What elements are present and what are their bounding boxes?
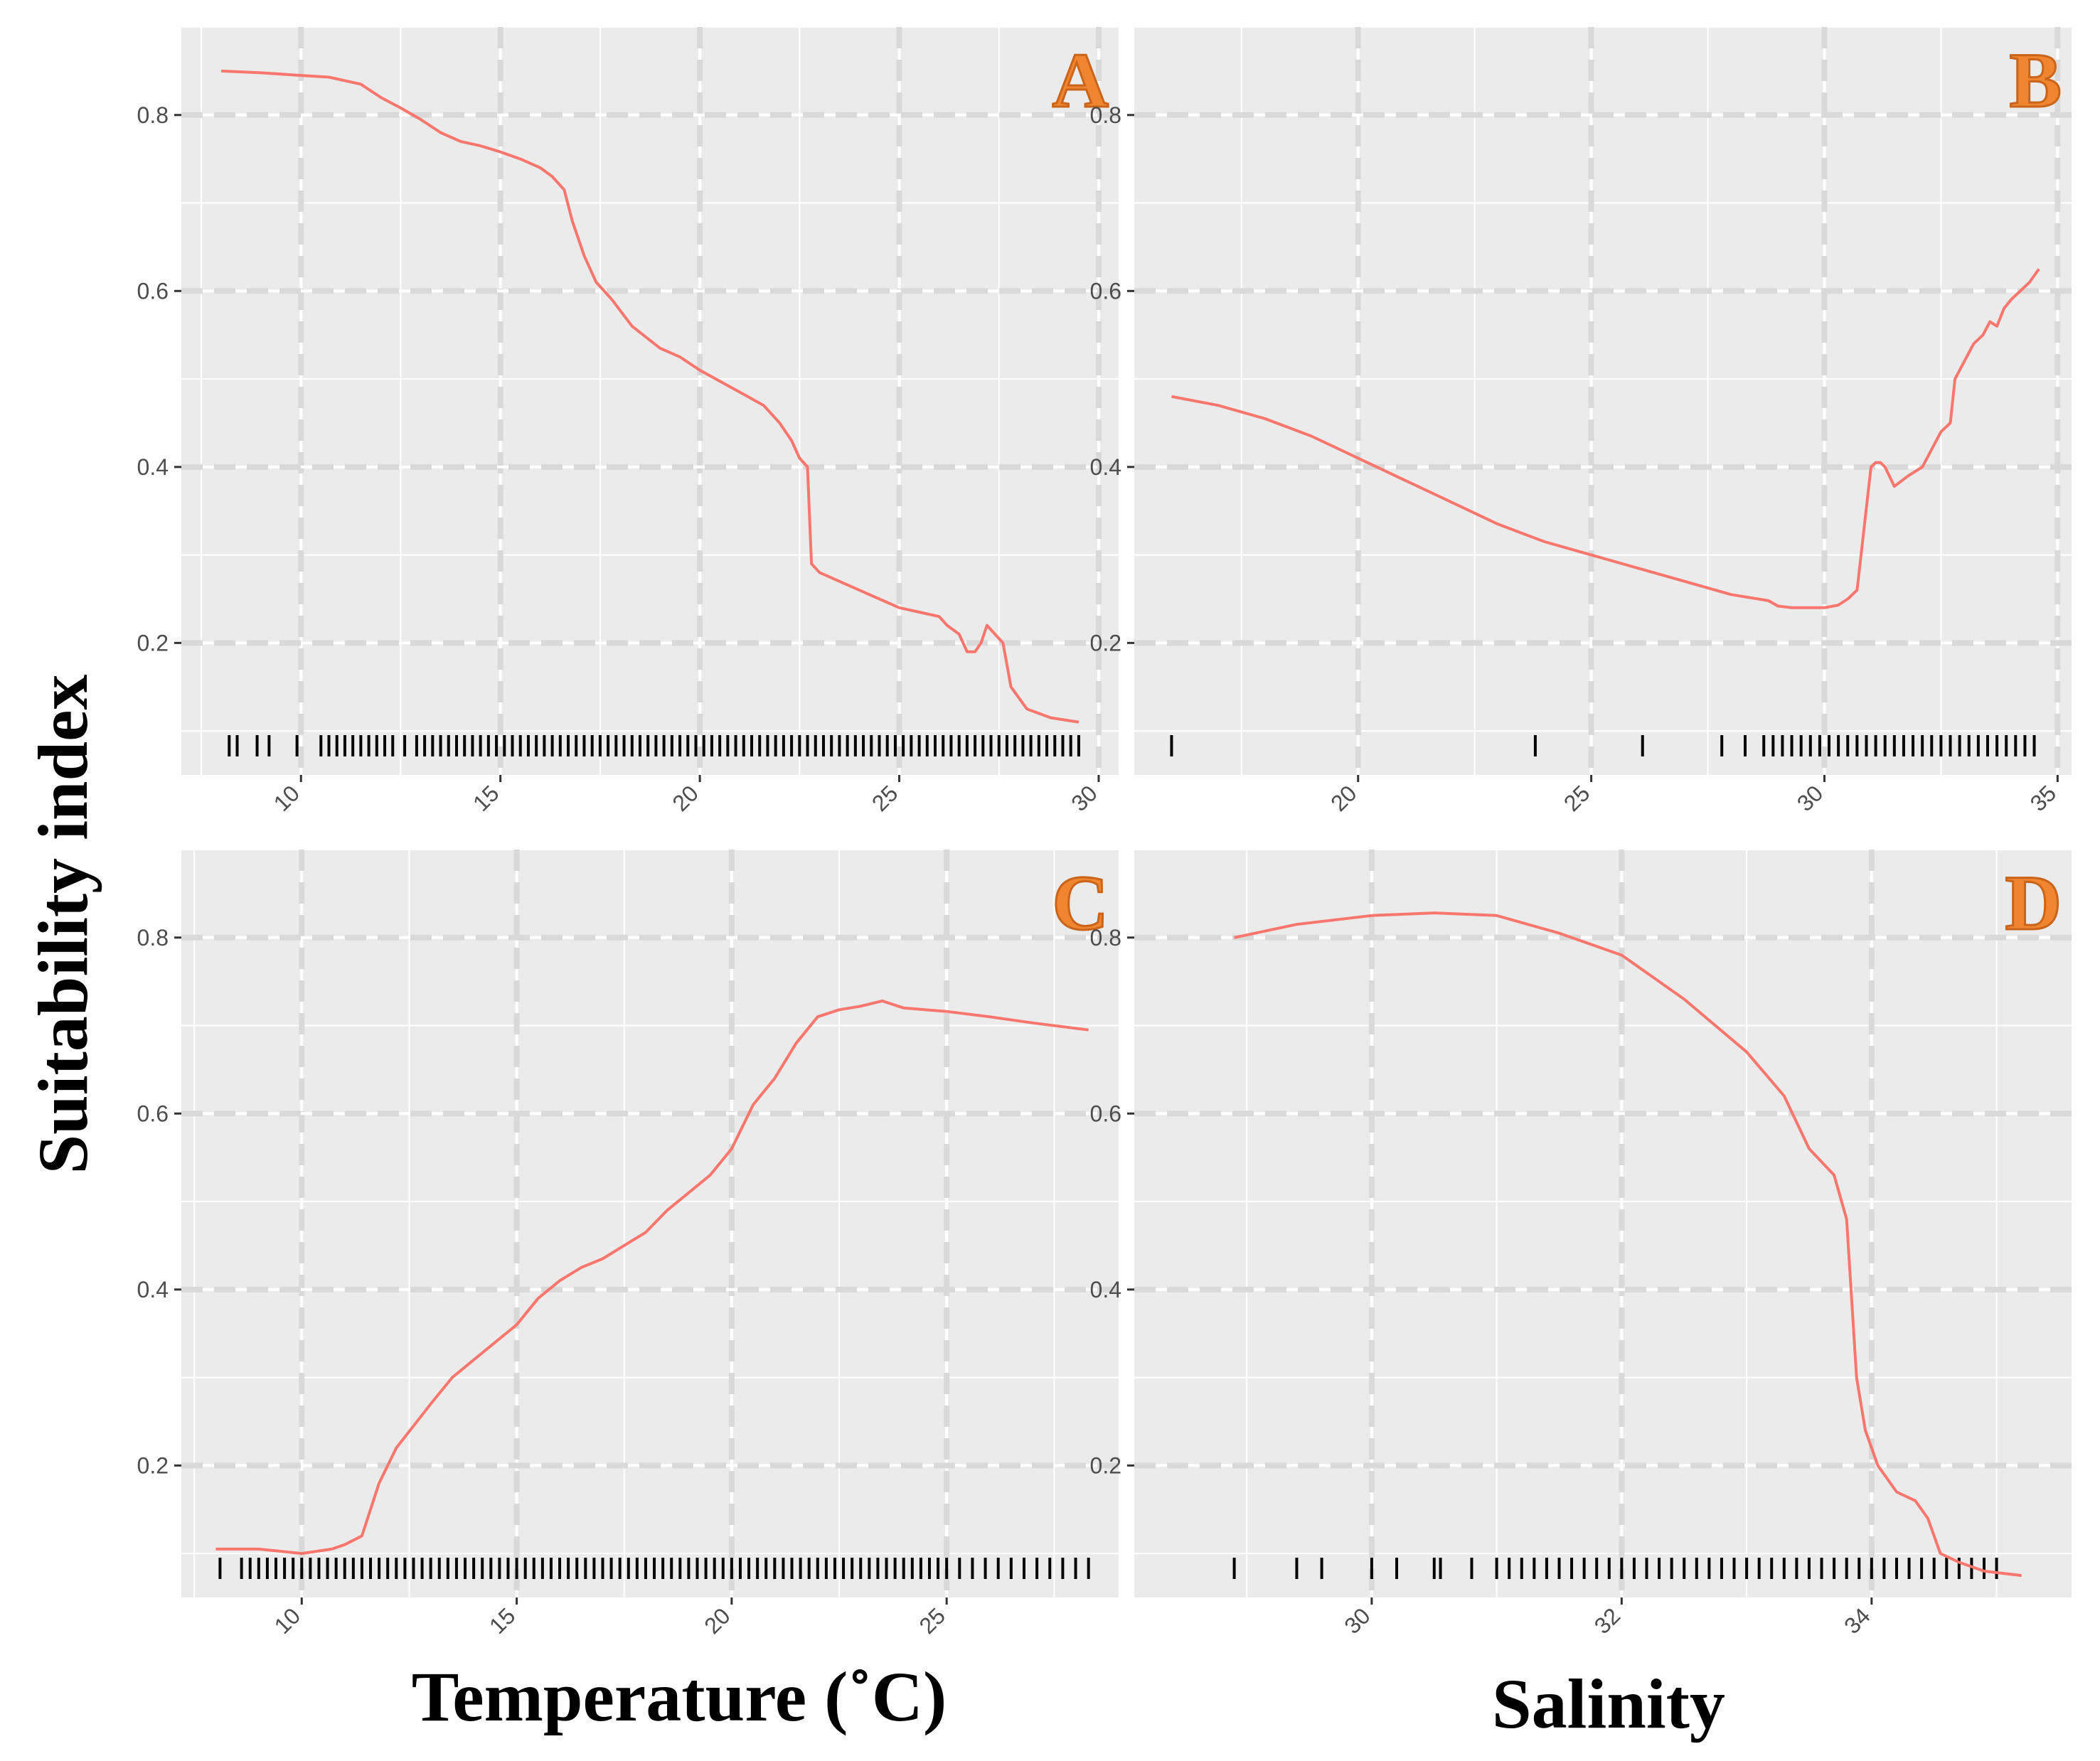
y-tick-label: 0.2: [1090, 1452, 1121, 1478]
x-tick-label: 25: [914, 1602, 950, 1639]
suitability-curve: [215, 999, 1089, 1556]
x-tick-label: 20: [1326, 780, 1362, 816]
panel-a: 0.2 0.4 0.6 0.8 10 15 20 25 30 A: [137, 26, 1119, 816]
x-tick-label: 10: [269, 780, 305, 816]
y-tick-label: 0.2: [1090, 630, 1121, 655]
y-tick-label: 0.4: [1090, 1277, 1121, 1302]
x-tick-label: 20: [667, 780, 703, 816]
rug: [1170, 735, 2036, 756]
panel-c: 0.2 0.4 0.6 0.8 10 15 20 25 C: [137, 849, 1119, 1639]
panel-letter: A: [1052, 37, 1109, 124]
y-tick-label: 0.2: [137, 630, 169, 655]
x-tick-label: 30: [1066, 780, 1102, 816]
y-tick-label: 0.4: [1090, 454, 1121, 480]
panel-background: [1134, 850, 2072, 1597]
y-tick-label: 0.8: [1090, 102, 1121, 128]
rug: [1232, 1558, 1998, 1579]
panel-background: [181, 850, 1119, 1597]
x-tick-label: 30: [1792, 780, 1828, 816]
x-axis-title-temperature: Temperature (˚C): [412, 1657, 947, 1736]
panel-letter: C: [1052, 860, 1109, 946]
x-tick-label: 25: [867, 780, 903, 816]
x-tick-label: 35: [2025, 780, 2062, 816]
y-tick-label: 0.6: [1090, 278, 1121, 304]
x-tick-label: 30: [1339, 1602, 1375, 1639]
suitability-curve: [221, 69, 1080, 724]
panel-b: 0.2 0.4 0.6 0.8 20 25 30 35 B: [1090, 26, 2072, 816]
y-tick-label: 0.8: [137, 102, 169, 128]
suitability-curve: [1171, 268, 2040, 609]
panel-d: 0.2 0.4 0.6 0.8 30 32 34 D: [1090, 849, 2072, 1639]
x-tick-label: 32: [1589, 1602, 1626, 1639]
y-tick-label: 0.2: [137, 1452, 169, 1478]
y-tick-label: 0.8: [1090, 925, 1121, 951]
panel-letter: D: [2005, 860, 2062, 946]
y-tick-label: 0.8: [137, 925, 169, 951]
y-tick-label: 0.4: [137, 454, 169, 480]
y-tick-label: 0.6: [137, 278, 169, 304]
panel-background: [1134, 27, 2072, 775]
y-axis-title: Suitability index: [23, 675, 102, 1174]
panel-letter: B: [2010, 37, 2062, 124]
x-tick-label: 15: [484, 1602, 521, 1639]
y-tick-label: 0.4: [137, 1277, 169, 1302]
x-tick-label: 34: [1839, 1602, 1875, 1639]
x-tick-label: 25: [1559, 780, 1595, 816]
x-tick-label: 15: [468, 780, 504, 816]
y-tick-label: 0.6: [137, 1101, 169, 1126]
suitability-curve: [1234, 911, 2022, 1578]
x-axis-title-salinity: Salinity: [1492, 1664, 1725, 1743]
x-tick-label: 20: [699, 1602, 735, 1639]
rug: [218, 1558, 1090, 1579]
x-tick-label: 10: [270, 1602, 306, 1639]
rug: [228, 735, 1080, 756]
panel-background: [181, 27, 1119, 775]
y-tick-label: 0.6: [1090, 1101, 1121, 1126]
